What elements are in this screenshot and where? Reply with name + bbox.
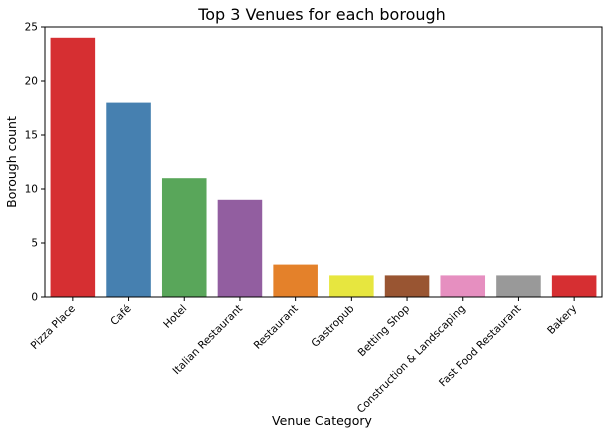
bar-5: [329, 275, 374, 297]
bar-4: [273, 264, 318, 297]
bar-8: [496, 275, 541, 297]
x-tick-label-2: Hotel: [161, 303, 189, 331]
x-tick-label-7: Construction & Landscaping: [355, 303, 468, 416]
axes-frame: [44, 26, 603, 298]
bar-3: [217, 199, 263, 297]
x-tick-label-1: Café: [108, 303, 133, 328]
y-tick-label-10: 10: [25, 184, 38, 196]
y-tick-label-15: 15: [25, 130, 38, 142]
x-tick-label-5: Gastropub: [309, 302, 356, 349]
x-tick-label-9: Bakery: [545, 303, 579, 337]
x-axis-label: Venue Category: [272, 413, 372, 428]
bar-6: [384, 275, 430, 297]
x-tick-label-0: Pizza Place: [29, 303, 78, 352]
y-tick-label-5: 5: [31, 238, 38, 250]
y-tick-label-0: 0: [31, 292, 38, 304]
bar-9: [551, 275, 597, 297]
x-tick-label-4: Restaurant: [252, 303, 301, 352]
chart-title: Top 3 Venues for each borough: [197, 5, 446, 24]
bar-7: [440, 275, 486, 297]
bar-2: [161, 178, 207, 297]
y-tick-label-25: 25: [25, 22, 38, 34]
bar-1: [106, 102, 151, 297]
bar-0: [50, 37, 96, 298]
y-axis-label: Borough count: [4, 116, 19, 208]
x-tick-label-6: Betting Shop: [356, 302, 413, 359]
y-tick-label-20: 20: [25, 76, 38, 88]
